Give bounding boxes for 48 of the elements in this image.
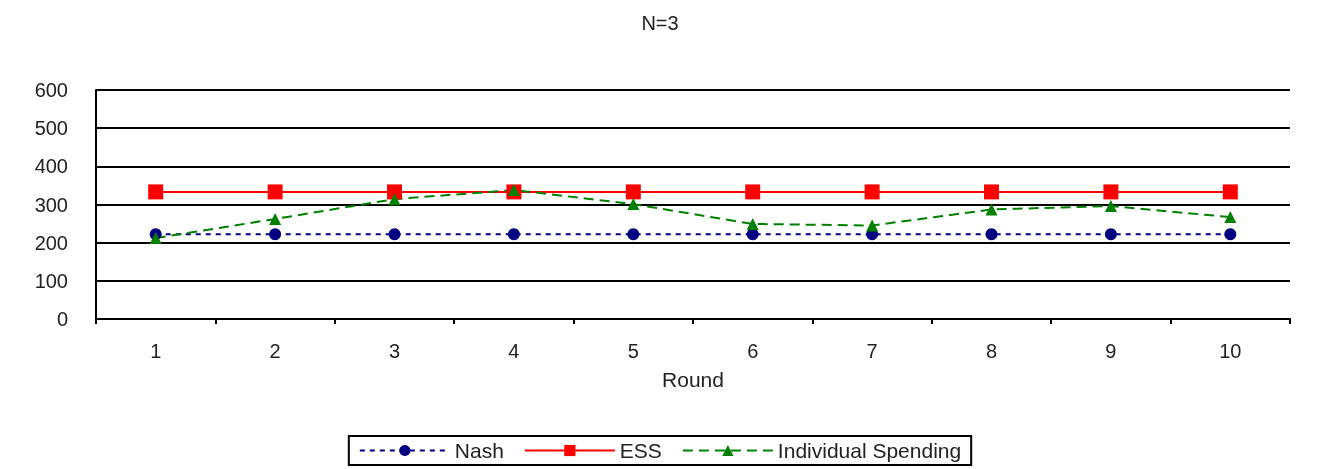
point [1103,184,1119,200]
y-tick-label: 300 [34,193,68,216]
point [148,184,164,200]
chart-title: N=3 [641,12,679,34]
point [984,184,999,200]
point [627,198,640,211]
point [866,219,879,232]
point [387,184,402,200]
legend-label: Individual Spending [777,439,962,462]
point [627,228,640,241]
x-tick-label: 5 [627,340,639,362]
legend-label: Nash [454,439,504,462]
point [388,193,401,206]
x-tick-label: 9 [1105,340,1117,362]
point [625,184,641,200]
point [985,203,998,216]
point [269,228,282,241]
y-tick-label: 400 [34,155,68,178]
x-tick-label: 2 [269,340,281,362]
x-tick-label: 6 [747,340,759,362]
point [985,228,998,241]
point [507,228,520,241]
x-tick-label: 3 [388,340,401,362]
y-tick-label: 200 [34,231,68,254]
x-axis-title: Round [662,368,724,391]
point [1104,228,1117,241]
point [507,184,520,196]
x-tick-label: 4 [508,340,520,362]
point [746,217,759,230]
point [267,184,283,200]
point [745,184,761,200]
y-tick-label: 600 [34,79,68,101]
point [1104,200,1117,213]
y-tick-label: 0 [56,308,68,330]
point [1224,211,1237,224]
legend-label: ESS [619,439,662,462]
point [864,184,880,200]
x-tick-label: 8 [985,340,998,362]
y-tick-label: 100 [34,269,68,292]
point [1224,228,1237,241]
point [1222,184,1238,200]
point [149,232,162,245]
point [388,228,401,241]
x-tick-label: 10 [1219,340,1242,362]
x-tick-label: 1 [150,340,162,362]
x-tick-label: 7 [866,340,878,362]
y-tick-label: 500 [34,117,68,140]
point [269,213,282,225]
